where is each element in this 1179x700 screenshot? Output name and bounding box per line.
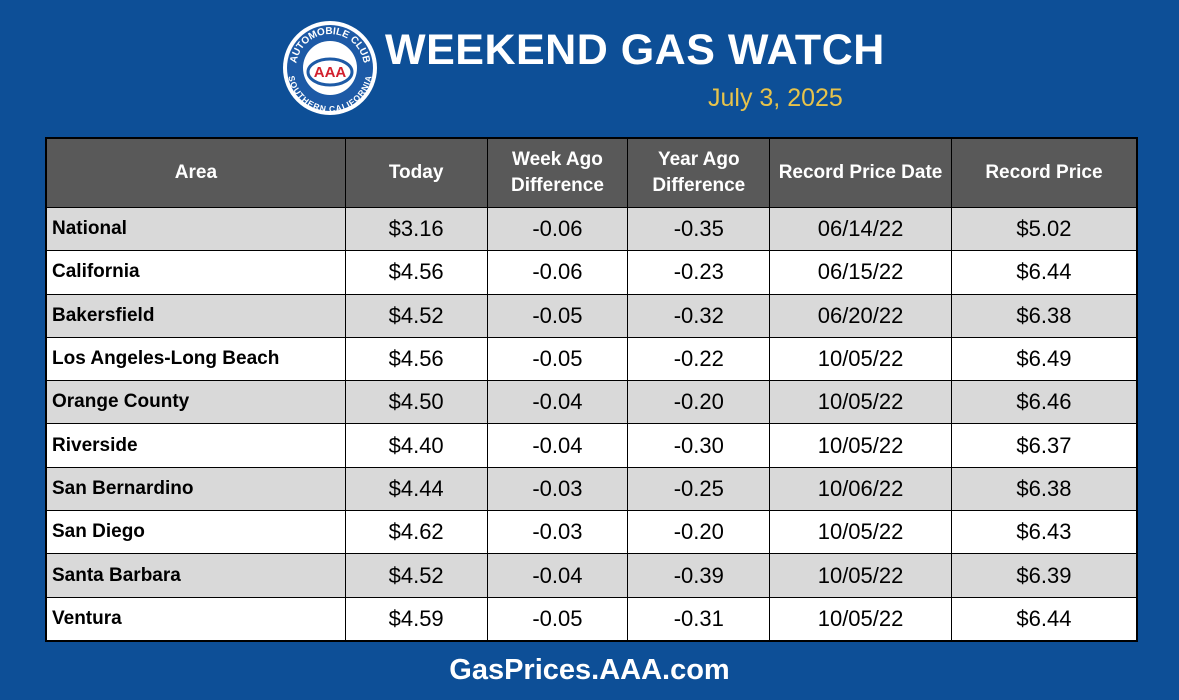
table-row: San Diego $4.62 -0.03 -0.20 10/05/22 $6.43: [45, 510, 1138, 555]
value-cell: -0.06: [486, 206, 629, 252]
column-header: Today: [344, 137, 488, 208]
area-cell: Bakersfield: [45, 293, 346, 338]
value-cell: $6.37: [950, 423, 1138, 468]
date: July 3, 2025: [708, 84, 843, 112]
area-cell: San Bernardino: [45, 466, 346, 512]
value-cell: $4.59: [344, 596, 488, 642]
table-row: Bakersfield $4.52 -0.05 -0.32 06/20/22 $6.38: [45, 293, 1138, 338]
logo: AUTOMOBILE CLUB SOUTHERN CALIFORNIA AAA: [283, 21, 377, 115]
title: WEEKEND GAS WATCH: [385, 26, 885, 74]
value-cell: -0.32: [627, 293, 771, 338]
value-cell: $6.46: [950, 380, 1138, 425]
value-cell: 06/20/22: [769, 293, 952, 338]
area-cell: Santa Barbara: [45, 553, 346, 598]
table-row: Los Angeles-Long Beach $4.56 -0.05 -0.22 10/…: [45, 336, 1138, 382]
value-cell: $6.49: [950, 336, 1138, 382]
area-cell: National: [45, 206, 346, 252]
header-row: Area Today Week Ago Difference Year Ago Dif…: [45, 137, 1138, 208]
table-row: California $4.56 -0.06 -0.23 06/15/22 $6.44: [45, 250, 1138, 295]
value-cell: 10/05/22: [769, 380, 952, 425]
value-cell: -0.23: [627, 250, 771, 295]
table-body: National $3.16 -0.06 -0.35 06/14/22 $5.02 Cali…: [45, 206, 1138, 642]
value-cell: $4.40: [344, 423, 488, 468]
table-row: Santa Barbara $4.52 -0.04 -0.39 10/05/22 $6.3…: [45, 553, 1138, 598]
area-cell: Ventura: [45, 596, 346, 642]
table-row: Riverside $4.40 -0.04 -0.30 10/05/22 $6.37: [45, 423, 1138, 468]
table-row: Ventura $4.59 -0.05 -0.31 10/05/22 $6.44: [45, 596, 1138, 642]
table-row: National $3.16 -0.06 -0.35 06/14/22 $5.02: [45, 206, 1138, 252]
column-header: Record Price Date: [769, 137, 952, 208]
area-cell: Los Angeles-Long Beach: [45, 336, 346, 382]
value-cell: 10/05/22: [769, 336, 952, 382]
value-cell: $6.44: [950, 596, 1138, 642]
value-cell: $6.44: [950, 250, 1138, 295]
value-cell: $4.56: [344, 336, 488, 382]
value-cell: $3.16: [344, 206, 488, 252]
value-cell: -0.05: [486, 293, 629, 338]
value-cell: $6.43: [950, 510, 1138, 555]
value-cell: -0.30: [627, 423, 771, 468]
value-cell: 10/05/22: [769, 553, 952, 598]
table-row: San Bernardino $4.44 -0.03 -0.25 10/06/22 $6.…: [45, 466, 1138, 512]
value-cell: -0.05: [486, 336, 629, 382]
logo-center: AAA: [314, 64, 347, 81]
value-cell: 06/14/22: [769, 206, 952, 252]
value-cell: -0.03: [486, 466, 629, 512]
area-cell: Riverside: [45, 423, 346, 468]
value-cell: $6.38: [950, 293, 1138, 338]
value-cell: 10/06/22: [769, 466, 952, 512]
value-cell: -0.03: [486, 510, 629, 555]
value-cell: $4.62: [344, 510, 488, 555]
value-cell: -0.25: [627, 466, 771, 512]
column-header: Area: [45, 137, 346, 208]
value-cell: -0.04: [486, 380, 629, 425]
area-cell: Orange County: [45, 380, 346, 425]
value-cell: -0.35: [627, 206, 771, 252]
value-cell: -0.05: [486, 596, 629, 642]
value-cell: -0.06: [486, 250, 629, 295]
value-cell: 10/05/22: [769, 596, 952, 642]
footer: GasPrices.AAA.com: [449, 654, 730, 686]
column-header: Year Ago Difference: [627, 137, 771, 208]
column-header: Record Price: [950, 137, 1138, 208]
value-cell: $4.52: [344, 553, 488, 598]
value-cell: -0.04: [486, 423, 629, 468]
value-cell: -0.20: [627, 380, 771, 425]
value-cell: -0.04: [486, 553, 629, 598]
value-cell: -0.39: [627, 553, 771, 598]
area-cell: San Diego: [45, 510, 346, 555]
value-cell: $6.38: [950, 466, 1138, 512]
value-cell: $4.56: [344, 250, 488, 295]
table-row: Orange County $4.50 -0.04 -0.20 10/05/22 $6.4…: [45, 380, 1138, 425]
value-cell: 10/05/22: [769, 510, 952, 555]
value-cell: $4.50: [344, 380, 488, 425]
area-cell: California: [45, 250, 346, 295]
value-cell: $5.02: [950, 206, 1138, 252]
value-cell: $4.44: [344, 466, 488, 512]
value-cell: $4.52: [344, 293, 488, 338]
value-cell: 10/05/22: [769, 423, 952, 468]
value-cell: -0.20: [627, 510, 771, 555]
value-cell: -0.22: [627, 336, 771, 382]
column-header: Week Ago Difference: [486, 137, 629, 208]
gas-table: Area Today Week Ago Difference Year Ago Dif…: [45, 137, 1138, 642]
value-cell: 06/15/22: [769, 250, 952, 295]
value-cell: $6.39: [950, 553, 1138, 598]
value-cell: -0.31: [627, 596, 771, 642]
